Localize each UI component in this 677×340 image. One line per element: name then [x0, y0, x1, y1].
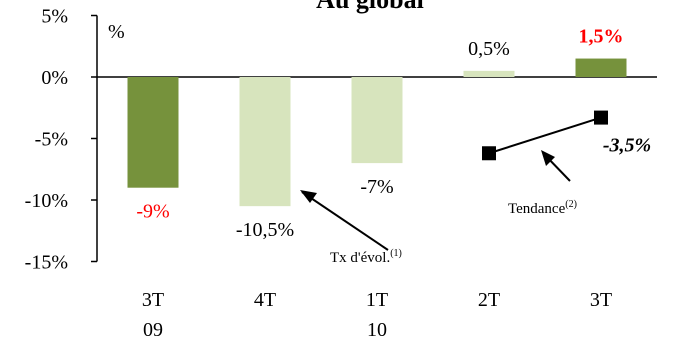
y-axis-unit: % [108, 21, 125, 43]
trend-marker [594, 110, 608, 125]
bar [239, 77, 291, 207]
x-tick-label: 4T [254, 289, 276, 311]
bars-layer: -9% -10,5% -7% 0,5% 1,5% [127, 26, 627, 241]
x-tick-label: 1T [366, 289, 388, 311]
data-label: 1,5% [579, 26, 624, 48]
y-tick-label: -10% [25, 190, 68, 212]
annotation-tx-evol-arrow [301, 191, 389, 251]
data-label: -9% [136, 201, 169, 223]
bar [351, 77, 403, 164]
data-label: -10,5% [236, 219, 294, 241]
x-tick-label: 3T [142, 289, 164, 311]
annotation-tx-evol: Tx d'évol.(1) [330, 248, 402, 266]
x-tick-label-line2: 09 [143, 319, 163, 340]
annotation-tx-evol-arrowhead [300, 190, 317, 203]
annotation-tendance-arrowhead [541, 150, 555, 166]
trend-marker [482, 146, 496, 161]
y-tick-label: 0% [41, 67, 68, 89]
y-tick-label: -15% [25, 252, 68, 274]
bar [575, 58, 627, 77]
x-tick-label-line2: 10 [367, 319, 387, 340]
y-tick-label: -5% [35, 129, 68, 151]
trend-layer: -3,5% [482, 110, 651, 161]
x-tick-label: 3T [590, 289, 612, 311]
trend-label: -3,5% [603, 135, 651, 157]
bar [463, 70, 515, 77]
annotation-tendance: Tendance(2) [508, 199, 577, 217]
bar [127, 77, 179, 188]
data-label: -7% [360, 176, 393, 198]
y-tick-label: 5% [41, 6, 68, 28]
axes-layer: 5% 0% -5% -10% -15% 3T 09 4T 1T 10 2T 3T [25, 6, 657, 340]
data-label: 0,5% [468, 38, 510, 60]
chart-title: Au global [316, 0, 424, 14]
trend-line [488, 116, 602, 155]
x-tick-label: 2T [478, 289, 500, 311]
